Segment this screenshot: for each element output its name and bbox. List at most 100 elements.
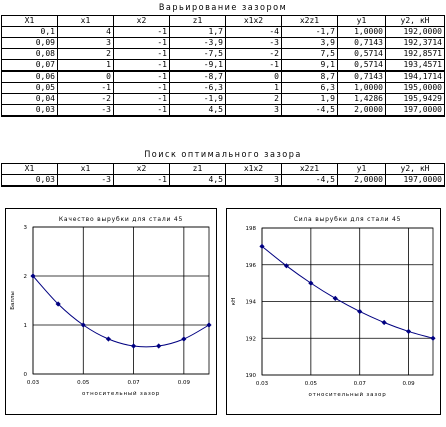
table-cell: -1: [225, 59, 282, 72]
data-point-marker: [181, 336, 187, 342]
table-cell: -1: [113, 59, 170, 72]
table-cell: -1: [113, 48, 170, 60]
table-cell: -1: [113, 37, 170, 49]
table-cell: 0,09: [1, 37, 58, 49]
x-tick-label: 0.05: [77, 380, 90, 386]
table-cell: 2: [225, 93, 282, 105]
data-point-marker: [130, 343, 137, 349]
table-cell: 3: [225, 104, 282, 117]
table-cell: 197,0000: [385, 104, 445, 117]
table-cell: 0,03: [1, 104, 58, 117]
table-row: 0,09 3 -1 -3,9 -3 3,9 0,7143 192,3714: [1, 37, 445, 49]
table-cell: -1: [57, 82, 114, 94]
chart-title: Качество вырубки для стали 45: [59, 216, 183, 223]
quality-chart: Качество вырубки для стали 45 0 1 2 3 0.03 0.0…: [10, 216, 212, 397]
table-cell: 1: [225, 82, 282, 94]
column-header: y1: [337, 163, 386, 175]
table-cell: 9,1: [281, 59, 338, 72]
table-cell: 193,4571: [385, 59, 445, 72]
table-cell: 2: [57, 48, 114, 60]
table-row: 0,07 1 -1 -9,1 -1 9,1 0,5714 193,4571: [1, 59, 445, 72]
table-row: 0,08 2 -1 -7,5 -2 7,5 0,5714 192,8571: [1, 48, 445, 60]
table-cell: 1,7: [169, 26, 226, 38]
x-tick-label: 0.07: [127, 380, 140, 386]
data-point-marker: [430, 335, 436, 341]
column-header: y2, кН: [385, 163, 445, 175]
y-tick-label: 3: [24, 225, 28, 231]
x-tick-label: 0.03: [27, 380, 40, 386]
y-tick-label: 198: [246, 226, 257, 232]
data-point-marker: [381, 319, 387, 326]
table-cell: 3: [57, 37, 114, 49]
table-cell: 0: [225, 70, 282, 83]
table-row: 0,05 -1 -1 -6,3 1 6,3 1,0000 195,0000: [1, 82, 445, 94]
y-axis-label: кН: [231, 298, 237, 305]
column-header: x1x2: [225, 163, 282, 175]
column-header: z1: [169, 15, 226, 27]
table-cell: 197,0000: [385, 174, 445, 187]
table-cell: 0,05: [1, 82, 58, 94]
y-axis-label: Баллы: [10, 291, 16, 310]
y-tick-label: 0: [24, 372, 28, 378]
column-header: z1: [169, 163, 226, 175]
table-cell: -3: [225, 37, 282, 49]
section-title-variation: Варьирование зазором: [158, 3, 288, 13]
column-header: x2: [113, 163, 170, 175]
plot-frame: [261, 227, 434, 376]
variation-table: X1 x1 x2 z1 x1x2 x2z1 y1 y2, кН 0,1 4 -1 1,7 -4 -1,7…: [1, 15, 445, 117]
column-header: x2z1: [281, 163, 338, 175]
plot-frame: [32, 226, 210, 375]
force-chart: Сила вырубки для стали 45 190 192 194 196 198…: [231, 216, 436, 398]
quality-chart-panel: Качество вырубки для стали 45 0 1 2 3 0.03 0.0…: [5, 208, 217, 415]
table-cell: 0,07: [1, 59, 58, 72]
table-cell: 4: [57, 26, 114, 38]
x-tick-label: 0.09: [402, 381, 415, 387]
table-cell: 3,9: [281, 37, 338, 49]
table-cell: 2,0000: [337, 104, 386, 117]
data-point-marker: [80, 322, 86, 328]
table-cell: -7,5: [169, 48, 226, 60]
table-cell: -1: [113, 70, 170, 83]
series-line: [261, 245, 434, 339]
y-tick-label: 1: [24, 323, 28, 329]
table-cell: -4: [225, 26, 282, 38]
table-cell: 194,1714: [385, 70, 445, 83]
table-cell: 6,3: [281, 82, 338, 94]
table-cell: 0,1: [1, 26, 58, 38]
table-cell: 0,7143: [337, 37, 386, 49]
table-cell: -3: [57, 104, 114, 117]
table-cell: 0,5714: [337, 59, 386, 72]
table-cell: -4,5: [281, 104, 338, 117]
table-cell: -1: [113, 26, 170, 38]
table-cell: -1: [113, 82, 170, 94]
table-cell: -3: [57, 174, 114, 187]
y-tick-label: 190: [246, 373, 257, 379]
y-tick-label: 192: [246, 336, 257, 342]
table-cell: 0,08: [1, 48, 58, 60]
table-row: 0,1 4 -1 1,7 -4 -1,7 1,0000 192,0000: [1, 26, 445, 38]
table-row: 0,04 -2 -1 -1,9 2 1,9 1,4286 195,9429: [1, 93, 445, 105]
table-row: 0,03 -3 -1 4,5 3 -4,5 2,0000 197,0000: [1, 104, 445, 117]
table-row: 0,03 -3 -1 4,5 3 -4,5 2,0000 197,0000: [1, 174, 445, 187]
table-cell: 0,06: [1, 70, 58, 83]
table-cell: -6,3: [169, 82, 226, 94]
x-tick-label: 0.05: [305, 381, 318, 387]
data-point-marker: [156, 343, 162, 349]
force-chart-panel: Сила вырубки для стали 45 190 192 194 196 198…: [226, 208, 441, 415]
table-cell: 8,7: [281, 70, 338, 83]
table-row: 0,06 0 -1 -8,7 0 8,7 0,7143 194,1714: [1, 70, 445, 83]
table-cell: 4,5: [169, 104, 226, 117]
table-cell: 195,9429: [385, 93, 445, 105]
column-header: y2, кН: [385, 15, 445, 27]
x-axis-label: относительный зазор: [308, 391, 386, 398]
column-header: y1: [337, 15, 386, 27]
table-cell: 192,0000: [385, 26, 445, 38]
section-title-optimum: Поиск оптимального зазора: [144, 150, 302, 160]
table-cell: 2,0000: [337, 174, 386, 187]
optimum-table: X1 x1 x2 z1 x1x2 x2z1 y1 y2, кН 0,03 -3 -1 4,5 3 -4,…: [1, 163, 445, 187]
table-cell: -1: [113, 104, 170, 117]
table-cell: 1,9: [281, 93, 338, 105]
table-cell: 7,5: [281, 48, 338, 60]
x-axis-label: относительный зазор: [82, 390, 160, 397]
table-header-row: X1 x1 x2 z1 x1x2 x2z1 y1 y2, кН: [1, 15, 445, 27]
